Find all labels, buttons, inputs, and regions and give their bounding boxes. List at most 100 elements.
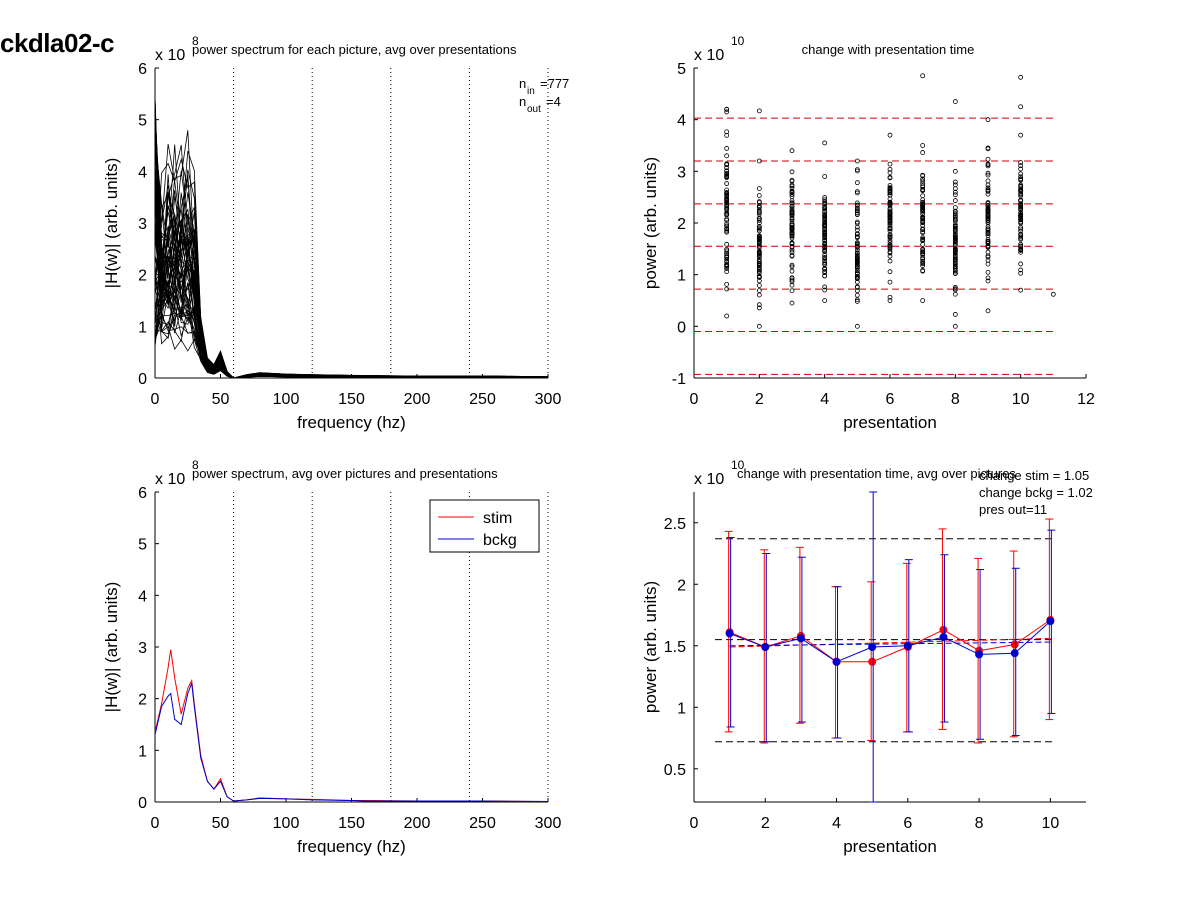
spectrum-line <box>154 217 549 379</box>
data-point <box>756 244 762 249</box>
spectrum-line <box>154 269 549 379</box>
data-point <box>952 179 958 185</box>
data-point <box>756 250 762 256</box>
data-point <box>887 250 893 256</box>
y-tick-label: 2 <box>677 216 686 233</box>
spectrum-line <box>154 228 549 379</box>
data-point <box>985 308 991 314</box>
spectrum-line <box>154 99 549 379</box>
spectrum-line <box>154 278 549 379</box>
data-point <box>985 117 991 123</box>
data-point <box>789 275 795 281</box>
data-point <box>952 189 958 195</box>
spectrum-line <box>154 211 549 379</box>
data-point <box>724 190 730 195</box>
data-point <box>952 287 958 293</box>
spectrum-line <box>154 140 549 379</box>
x-tick-label: 150 <box>338 391 365 408</box>
data-point <box>789 247 795 253</box>
data-point <box>887 218 893 224</box>
data-point <box>789 268 795 274</box>
data-point <box>724 254 730 260</box>
x-tick-label: 4 <box>820 391 829 408</box>
spectrum-line <box>154 236 549 379</box>
data-point <box>724 187 730 193</box>
spectrum-line <box>154 214 549 379</box>
outlier-point <box>952 99 958 104</box>
data-point <box>822 195 828 200</box>
data-point <box>1018 270 1024 276</box>
series-line-bckg <box>729 620 1051 663</box>
data-point <box>789 244 795 250</box>
data-point <box>822 266 828 272</box>
data-point <box>920 150 926 155</box>
data-point <box>985 228 991 234</box>
data-point <box>854 288 860 294</box>
data-point <box>822 238 828 244</box>
outlier-point <box>1018 74 1024 80</box>
spectrum-line <box>154 186 549 379</box>
x-axis-label: presentation <box>843 413 937 432</box>
outlier-point <box>756 108 762 114</box>
data-point <box>952 261 958 267</box>
stat-annotation: pres out=11 <box>979 502 1047 517</box>
data-point <box>756 228 762 234</box>
spectrum-line <box>154 266 549 379</box>
data-point <box>985 185 991 191</box>
data-point <box>756 274 762 280</box>
spectrum-line <box>154 144 549 379</box>
data-point <box>887 170 893 176</box>
data-point <box>920 249 926 255</box>
data-point <box>985 170 991 176</box>
series-marker-bckg <box>939 633 948 642</box>
data-point <box>952 168 958 174</box>
data-point <box>724 198 730 203</box>
series-line-stim <box>154 649 549 802</box>
data-point <box>822 235 828 241</box>
data-point <box>789 169 795 175</box>
data-point <box>724 256 730 262</box>
spectrum-line <box>154 150 549 379</box>
spectrum-line <box>154 167 549 379</box>
chart-bl: 0 50 100 150 200 250 300 0 1 2 3 4 5 6 frequency (hz) |… <box>102 458 561 856</box>
n-out-subscript: out <box>527 104 541 115</box>
spectrum-line <box>154 136 549 379</box>
data-point <box>985 178 991 184</box>
series-marker-bckg <box>761 643 770 651</box>
data-point <box>1018 287 1024 293</box>
spectrum-line <box>154 205 549 379</box>
data-point <box>1018 247 1024 253</box>
outlier-point <box>920 73 926 79</box>
data-point <box>952 248 958 254</box>
data-point <box>920 220 926 226</box>
outlier-point <box>822 140 828 146</box>
data-point <box>952 264 958 270</box>
y-tick-label: 6 <box>138 485 147 502</box>
series-marker-bckg <box>868 643 877 651</box>
x-tick-label: 2 <box>761 815 770 832</box>
series-line-stim <box>729 619 1051 663</box>
data-point <box>724 223 730 229</box>
data-point <box>1018 166 1024 172</box>
spectrum-line <box>154 280 549 379</box>
spectrum-line <box>154 197 549 379</box>
data-point <box>854 189 860 195</box>
spectrum-line <box>154 140 549 379</box>
data-point <box>756 268 762 274</box>
data-point <box>854 323 860 329</box>
chart-title: power spectrum for each picture, avg ove… <box>192 42 517 57</box>
data-point <box>756 215 762 221</box>
data-point <box>789 216 795 222</box>
data-point <box>920 199 926 205</box>
data-point <box>985 278 991 284</box>
data-point <box>887 166 893 172</box>
legend: stim bckg <box>429 499 540 553</box>
data-point <box>724 216 730 222</box>
data-point <box>756 210 762 216</box>
data-point <box>920 260 926 266</box>
data-point <box>756 220 762 226</box>
data-point <box>887 244 893 249</box>
data-point <box>756 225 762 231</box>
n-out-value: =4 <box>546 94 561 109</box>
data-point <box>952 211 958 217</box>
